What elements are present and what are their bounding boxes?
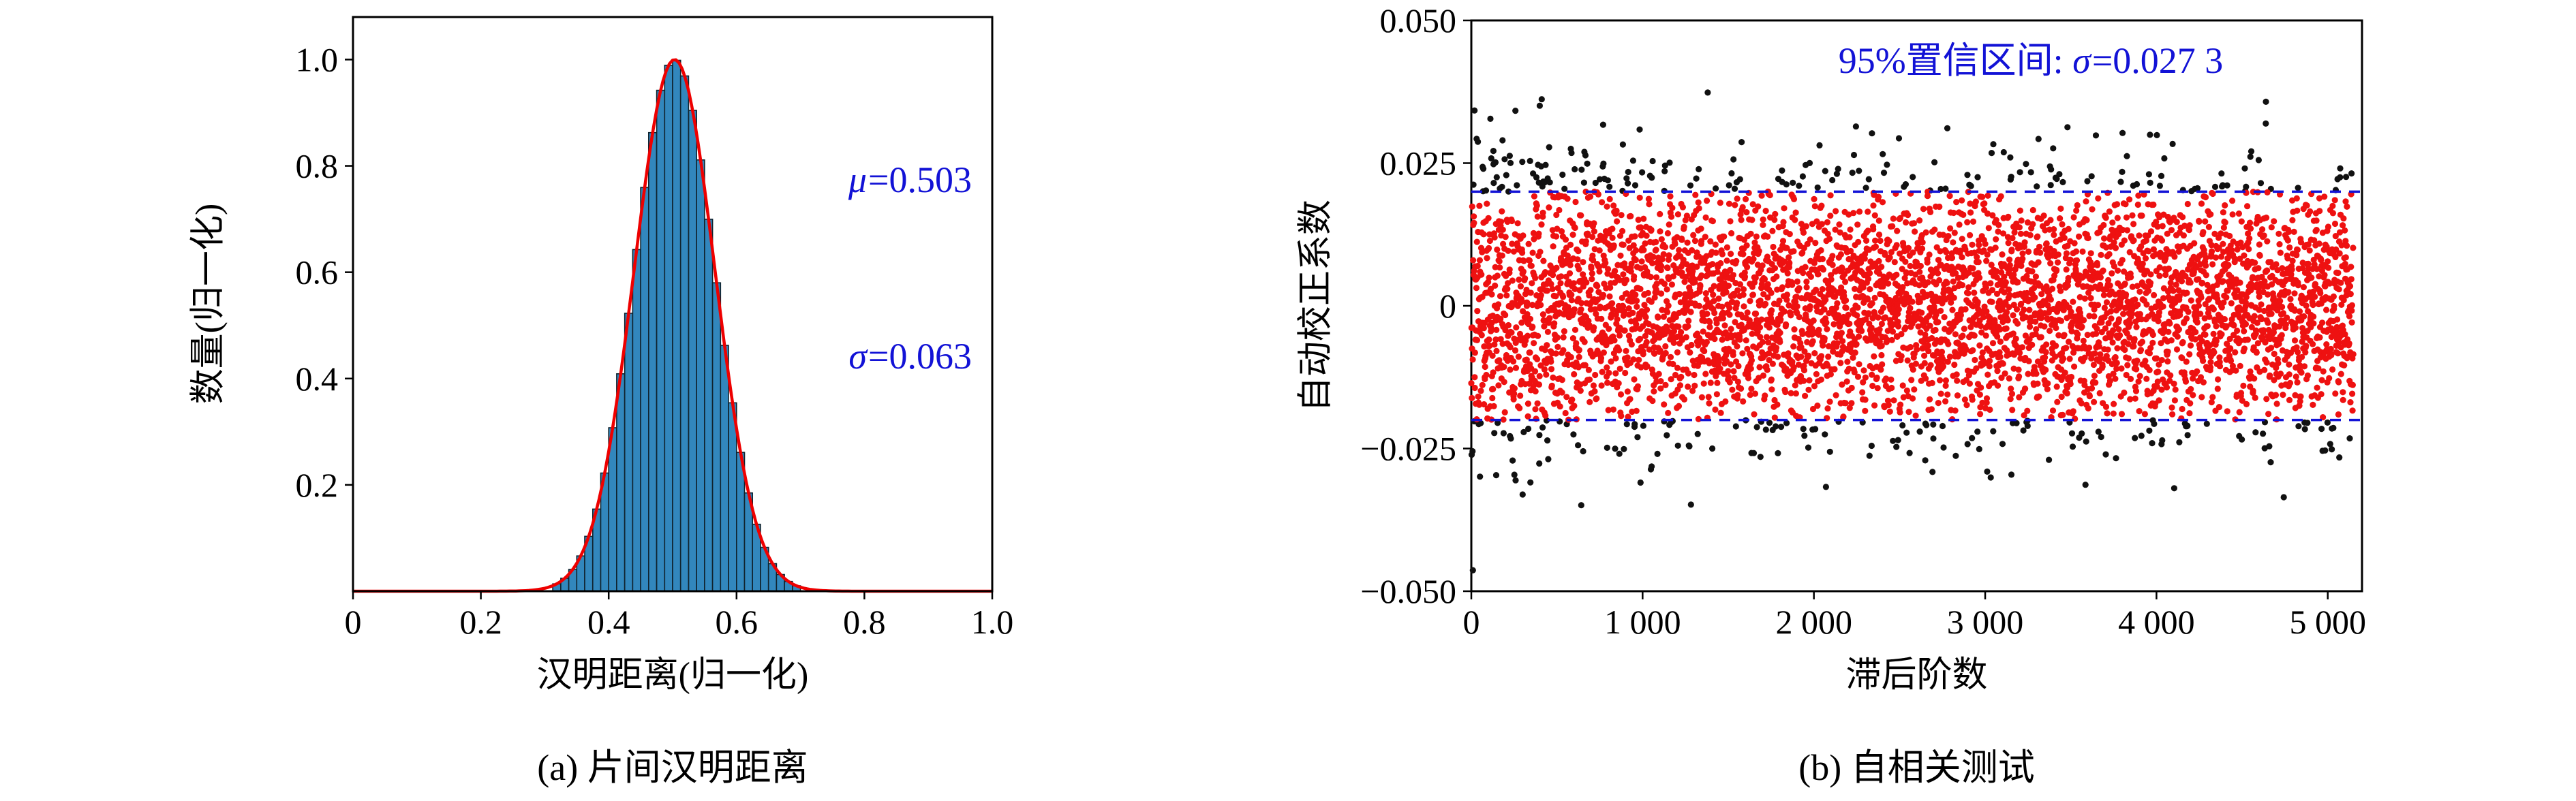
hamming-histogram-chart: [353, 58, 992, 593]
chart-b-ticks: [1463, 19, 2329, 599]
x-tick-label: 0: [1463, 603, 1480, 641]
scatter-points-outside: [1468, 89, 2355, 574]
chart-a-caption: (a) 片间汉明距离: [537, 747, 808, 788]
sigma-symbol: σ: [848, 335, 868, 377]
sigma-value: =0.063: [868, 335, 972, 377]
mu-annotation-line: μ=0.503: [848, 151, 972, 209]
chart-b-xlabel: 滞后阶数: [1845, 656, 1988, 695]
y-tick-label: 0.8: [296, 147, 339, 185]
chart-b-ylabel: 自动校正系数: [1296, 199, 1336, 413]
x-tick-label: 0.2: [459, 603, 502, 641]
autocorrelation-chart: [1468, 89, 2362, 574]
x-tick-label: 0: [345, 603, 362, 641]
chart-a-annotation: μ=0.503 σ=0.063: [848, 33, 972, 503]
sigma-symbol: σ: [2072, 40, 2091, 81]
y-tick-label: 0.2: [296, 466, 339, 504]
y-tick-label: 0.4: [296, 360, 339, 398]
confidence-annotation-prefix: 95%置信区间:: [1838, 40, 2073, 81]
chart-b-annotation: 95%置信区间: σ=0.027 3: [1704, 31, 2358, 90]
sigma-value: =0.027 3: [2091, 40, 2224, 81]
x-tick-label: 1 000: [1604, 603, 1681, 641]
x-tick-label: 4 000: [2118, 603, 2195, 641]
mu-value: =0.503: [868, 159, 972, 200]
x-tick-label: 0.4: [587, 603, 630, 641]
y-tick-label: 0: [1439, 287, 1456, 325]
mu-symbol: μ: [848, 159, 868, 200]
x-tick-label: 0.8: [843, 603, 886, 641]
chart-a-tick-labels: 0 0.2 0.4 0.6 0.8 1.0 0.2 0.4 0.6 0.8 1.0: [296, 40, 1014, 641]
y-tick-label: −0.025: [1360, 430, 1456, 468]
x-tick-label: 1.0: [971, 603, 1014, 641]
x-tick-label: 0.6: [716, 603, 758, 641]
chart-a-ticks: [345, 59, 994, 599]
scatter-points-within: [1468, 188, 2357, 423]
x-tick-label: 5 000: [2289, 603, 2366, 641]
x-tick-label: 3 000: [1947, 603, 2024, 641]
chart-a-ylabel: 数量(归一化): [189, 203, 228, 405]
y-tick-label: 0.050: [1380, 1, 1457, 40]
y-tick-label: 1.0: [296, 40, 339, 78]
histogram-bars: [552, 59, 801, 592]
y-tick-label: 0.025: [1380, 144, 1457, 183]
y-tick-label: 0.6: [296, 253, 339, 292]
y-tick-label: −0.050: [1360, 572, 1456, 610]
chart-a-axes-box: [352, 16, 994, 593]
chart-a-xlabel: 汉明距离(归一化): [536, 656, 809, 695]
sigma-annotation-line: σ=0.063: [848, 327, 972, 386]
x-tick-label: 2 000: [1775, 603, 1852, 641]
chart-b-caption: (b) 自相关测试: [1798, 747, 2035, 788]
